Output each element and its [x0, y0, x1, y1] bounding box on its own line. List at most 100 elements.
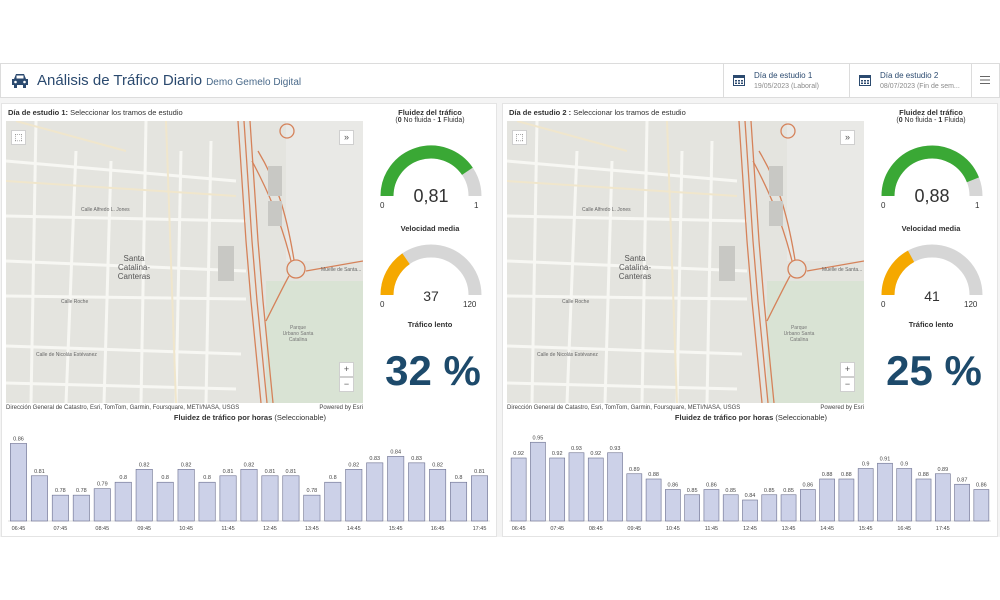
chart-bar[interactable]: [896, 468, 913, 522]
chart-bar[interactable]: [387, 456, 405, 522]
map-label-street: Calle de Nicolás Estévanez: [537, 352, 598, 358]
x-tick-label: 15:45: [389, 526, 403, 532]
chart-bar[interactable]: [934, 473, 951, 522]
x-tick-label: 16:45: [431, 526, 445, 532]
chart-bar[interactable]: [800, 489, 816, 522]
chart-bar[interactable]: [626, 473, 643, 522]
chart-bar[interactable]: [51, 494, 69, 522]
bar-value-label: 0.86: [976, 483, 987, 489]
car-icon: [12, 74, 28, 88]
app-header: Análisis de Tráfico Diario Demo Gemelo Di…: [0, 63, 1000, 98]
chart-bar[interactable]: [345, 469, 363, 522]
chart-bar[interactable]: [568, 452, 585, 522]
chart-bar[interactable]: [93, 488, 111, 522]
chart-bar[interactable]: [10, 443, 27, 522]
map-view[interactable]: Santa Catalina-Canteras Calle Alfredo L. …: [6, 121, 363, 403]
chart-bar[interactable]: [303, 494, 321, 522]
fluidez-max: 1: [474, 201, 479, 210]
map-select-button[interactable]: ⬚: [11, 130, 26, 145]
collapse-button[interactable]: »: [339, 130, 354, 145]
bar-value-label: 0.82: [244, 462, 255, 468]
chart-bar[interactable]: [219, 475, 237, 522]
chart-bar[interactable]: [450, 481, 468, 522]
chart-bar[interactable]: [742, 499, 758, 522]
map-canvas[interactable]: Santa Catalina-Canteras Calle Alfredo L. …: [6, 121, 363, 403]
hourly-bar-chart[interactable]: 0.92 0.95 0.92 0.93 0.92 0.93 0.89 0.88 0.86 0.85…: [507, 427, 993, 537]
hourly-bar-chart[interactable]: 0.86 0.81 0.78 0.78 0.79 0.8 0.82 0.8 0.82 0.8 0.8…: [6, 427, 492, 537]
chart-bar[interactable]: [530, 441, 546, 522]
chart-bar[interactable]: [954, 483, 970, 522]
bar-value-label: 0.86: [706, 483, 717, 489]
chart-bar[interactable]: [324, 481, 342, 522]
chart-bar[interactable]: [261, 475, 279, 522]
chart-bar[interactable]: [282, 475, 300, 522]
chart-bar[interactable]: [915, 478, 932, 522]
chart-bar[interactable]: [408, 462, 426, 522]
x-tick-label: 10:45: [666, 526, 680, 532]
collapse-button[interactable]: »: [840, 130, 855, 145]
chart-bar[interactable]: [135, 469, 153, 522]
velocidad-gauge: [881, 244, 983, 296]
chart-bar[interactable]: [857, 468, 874, 522]
bar-value-label: 0.86: [13, 436, 24, 442]
chart-bar[interactable]: [30, 475, 48, 522]
date-selector-1[interactable]: Día de estudio 1 19/05/2023 (Laboral): [723, 64, 849, 98]
chart-bar[interactable]: [973, 489, 990, 522]
chart-bar[interactable]: [72, 494, 90, 522]
map-label-street: Muelle de Santa...: [321, 267, 361, 273]
chart-bar[interactable]: [156, 481, 174, 522]
zoom-in-button[interactable]: +: [339, 362, 354, 377]
bar-value-label: 0.85: [687, 488, 698, 494]
chart-bar[interactable]: [429, 469, 447, 522]
menu-icon[interactable]: [980, 75, 990, 85]
map-select-button[interactable]: ⬚: [512, 130, 527, 145]
date-selector-2[interactable]: Día de estudio 2 08/07/2023 (Fin de sem.…: [849, 64, 975, 98]
bar-value-label: 0.93: [610, 446, 621, 452]
chart-bar[interactable]: [587, 457, 604, 522]
zoom-out-button[interactable]: −: [339, 377, 354, 392]
chart-title-bold: Fluidez de tráfico por horas: [173, 413, 273, 422]
chart-bar[interactable]: [177, 469, 195, 522]
map-view[interactable]: Santa Catalina-Canteras Calle Alfredo L. …: [507, 121, 864, 403]
chart-bar[interactable]: [114, 481, 132, 522]
zoom-out-button[interactable]: −: [840, 377, 855, 392]
fluidez-max: 1: [975, 201, 980, 210]
chart-bar[interactable]: [819, 478, 835, 522]
bar-value-label: 0.86: [668, 483, 679, 489]
chart-bar[interactable]: [471, 475, 488, 522]
chart-bar[interactable]: [838, 478, 855, 522]
chart-title-rest: (Seleccionable): [773, 413, 828, 422]
x-tick-label: 10:45: [179, 526, 193, 532]
x-tick-label: 07:45: [550, 526, 564, 532]
chart-bar[interactable]: [877, 462, 893, 522]
zoom-in-button[interactable]: +: [840, 362, 855, 377]
chart-bar[interactable]: [722, 494, 739, 522]
chart-bar[interactable]: [198, 481, 216, 522]
map-label-district: Santa Catalina-Canteras: [619, 254, 652, 281]
app-title: Análisis de Tráfico Diario Demo Gemelo Di…: [37, 72, 301, 89]
chart-bar[interactable]: [549, 457, 566, 522]
map-canvas[interactable]: Santa Catalina-Canteras Calle Alfredo L. …: [507, 121, 864, 403]
bar-value-label: 0.89: [629, 467, 640, 473]
bar-value-label: 0.81: [474, 469, 485, 475]
powered-by[interactable]: Powered by Esri: [820, 405, 864, 411]
calendar-icon: [733, 75, 745, 86]
chart-bar[interactable]: [665, 489, 681, 522]
powered-by[interactable]: Powered by Esri: [319, 405, 363, 411]
chart-bar[interactable]: [607, 452, 623, 522]
fluidez-gauge: [380, 145, 482, 197]
chart-bar[interactable]: [366, 462, 384, 522]
chart-bar[interactable]: [684, 494, 700, 522]
chart-bar[interactable]: [761, 494, 778, 522]
chart-bar[interactable]: [703, 489, 720, 522]
map-label-street: Calle Roche: [562, 299, 589, 305]
gauge-fill: [380, 253, 411, 296]
bar-value-label: 0.82: [139, 462, 150, 468]
chart-bar[interactable]: [645, 478, 662, 522]
chart-title-rest: (Seleccionable): [272, 413, 327, 422]
chart-bar[interactable]: [780, 494, 797, 522]
chart-bar[interactable]: [240, 469, 258, 522]
map-label-park: Parque Urbano Santa Catalina: [784, 325, 815, 343]
bar-value-label: 0.83: [411, 456, 422, 462]
chart-bar[interactable]: [510, 457, 527, 522]
